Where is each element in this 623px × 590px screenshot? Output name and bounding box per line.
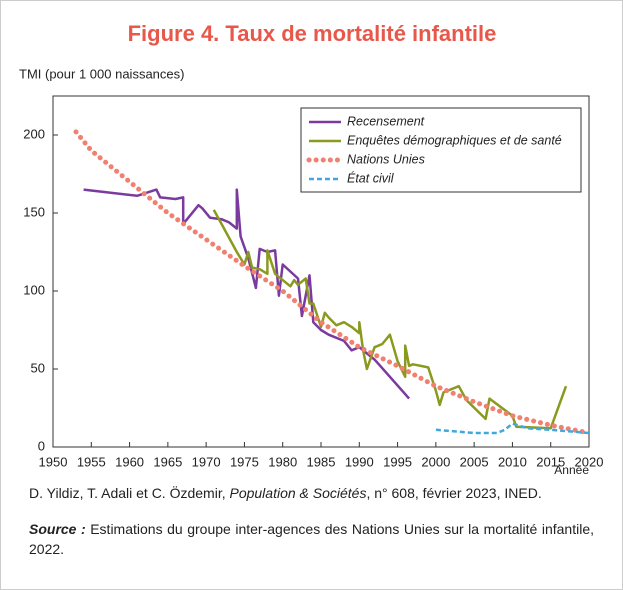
y-tick-label: 50 <box>31 360 45 375</box>
journal: Population & Sociétés <box>229 485 367 501</box>
y-axis-label: TMI (pour 1 000 naissances) <box>19 66 184 81</box>
x-tick-label: 1955 <box>77 454 106 469</box>
x-tick-label: 2020 <box>575 454 604 469</box>
chart: Figure 4. Taux de mortalité infantile TM… <box>19 21 604 477</box>
x-tick-label: 1995 <box>383 454 412 469</box>
x-tick-label: 1950 <box>39 454 68 469</box>
source: Source : Estimations du groupe inter-age… <box>29 519 594 559</box>
x-tick-label: 1980 <box>268 454 297 469</box>
x-tick-label: 1985 <box>307 454 336 469</box>
x-tick-label: 1990 <box>345 454 374 469</box>
y-tick-label: 0 <box>38 438 45 453</box>
chart-title: Figure 4. Taux de mortalité infantile <box>128 21 497 46</box>
series-line <box>73 129 592 436</box>
legend-label: Recensement <box>347 114 425 128</box>
x-tick-label: 2005 <box>460 454 489 469</box>
legend-label: Enquêtes démographiques et de santé <box>347 133 562 147</box>
y-tick-label: 200 <box>23 126 45 141</box>
x-tick-label: 1975 <box>230 454 259 469</box>
x-tick-label: 2010 <box>498 454 527 469</box>
series-line <box>435 422 590 435</box>
series-line <box>83 188 411 400</box>
details: , n° 608, février 2023, INED. <box>366 485 542 501</box>
x-tick-label: 1970 <box>192 454 221 469</box>
y-tick-label: 150 <box>23 204 45 219</box>
legend-box <box>300 107 582 193</box>
citation: D. Yildiz, T. Adali et C. Özdemir, Popul… <box>29 483 594 503</box>
x-axis-label: Année <box>554 463 589 476</box>
y-tick-label: 100 <box>23 282 45 297</box>
source-label: Source : <box>29 521 86 537</box>
x-tick-label: 2015 <box>536 454 565 469</box>
source-text: Estimations du groupe inter-agences des … <box>29 521 594 557</box>
authors: D. Yildiz, T. Adali et C. Özdemir, <box>29 485 230 501</box>
x-tick-label: 1960 <box>115 454 144 469</box>
series-line <box>212 209 568 430</box>
legend-label: Nations Unies <box>347 152 425 166</box>
x-tick-label: 2000 <box>421 454 450 469</box>
legend-label: État civil <box>347 170 395 185</box>
x-tick-label: 1965 <box>153 454 182 469</box>
